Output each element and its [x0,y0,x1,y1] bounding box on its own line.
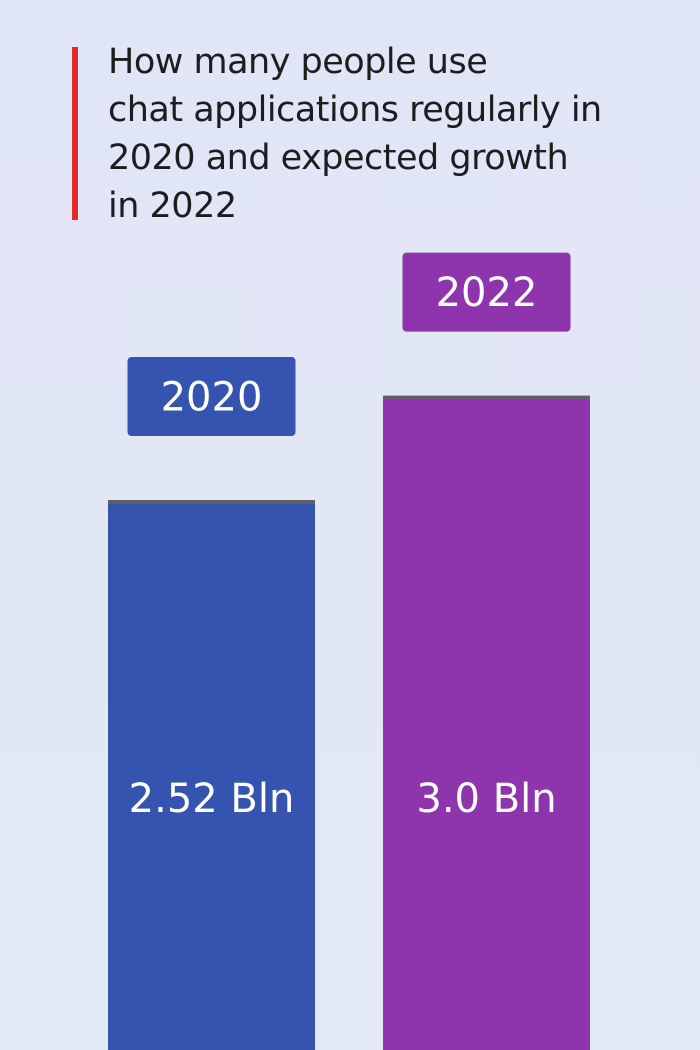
bar-top-line [383,395,590,400]
chart-title: How many people use chat applications re… [108,38,668,230]
chart-title-line: chat applications regularly in [108,90,602,130]
year-badge-label: 2022 [436,270,538,316]
bar-2022 [383,397,590,1050]
title-accent-bar [72,47,78,220]
year-badge [127,357,296,436]
bar-2020 [108,502,315,1050]
year-badge-label: 2020 [161,375,263,421]
bar-value-label: 2.52 Bln [129,776,295,822]
chart-title-line: in 2022 [108,186,237,226]
chart-title-line: 2020 and expected growth [108,138,569,178]
bar-top-line [108,500,315,504]
bar-value-label: 3.0 Bln [416,776,556,822]
year-badge [402,252,571,332]
chart-title-line: How many people use [108,42,488,82]
